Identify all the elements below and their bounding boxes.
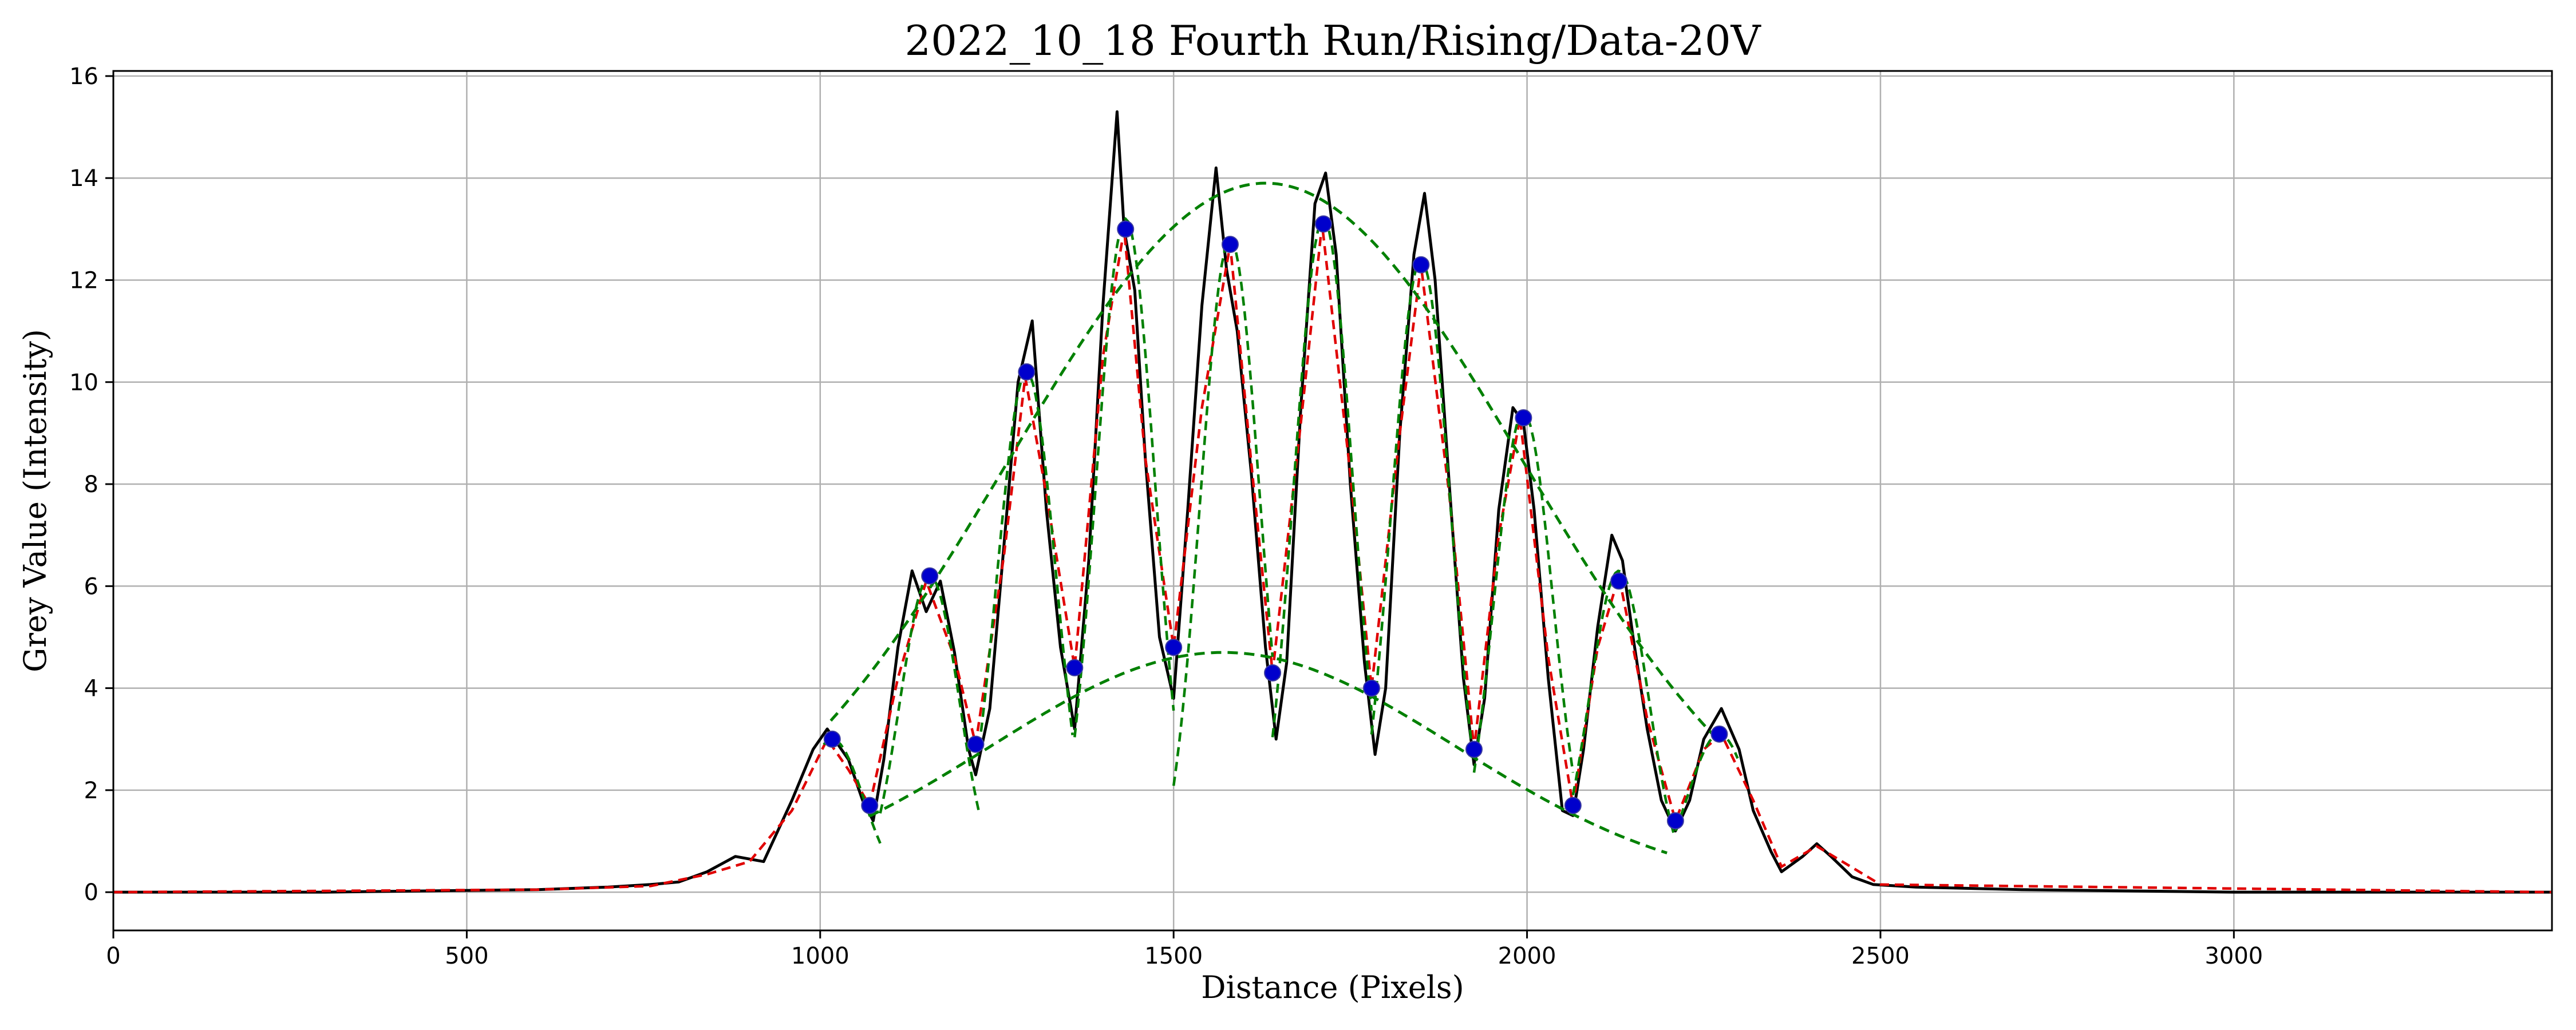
fringe-fit-curve (1073, 217, 1175, 738)
x-tick-label: 2000 (1498, 943, 1556, 969)
extremum-marker (1117, 220, 1135, 238)
x-tick-label: 1000 (791, 943, 850, 969)
fringe-fit-curve (1571, 569, 1676, 838)
extremum-marker (1515, 409, 1532, 427)
x-tick-label: 500 (445, 943, 488, 969)
x-axis-ticks: 0 500 1000 1500 2000 2500 3000 (106, 930, 2263, 969)
fringe-fit-curve (879, 575, 981, 814)
y-tick-label: 16 (69, 64, 98, 90)
raw-intensity-line (113, 110, 2552, 894)
y-tick-label: 6 (84, 573, 98, 600)
extremum-marker (1165, 639, 1183, 656)
extremum-marker (1221, 236, 1239, 253)
extremum-marker (1564, 797, 1582, 814)
plot-series (113, 110, 2552, 894)
chart-title: 2022_10_18 Fourth Run/Rising/Data-20V (904, 17, 1761, 65)
extremum-marker (1264, 664, 1282, 682)
extremum-marker (1018, 363, 1036, 381)
fringe-fit-curve (978, 370, 1074, 747)
extremum-marker (1362, 679, 1380, 697)
x-tick-label: 3000 (2204, 943, 2263, 969)
envelope-fit-curve (829, 181, 1714, 736)
x-tick-label: 0 (106, 943, 120, 969)
extremum-marker (1666, 812, 1684, 830)
extremum-marker (1610, 572, 1628, 590)
envelope-fit-curve (869, 651, 1668, 854)
extremum-marker (967, 735, 985, 753)
grid-lines (112, 71, 2552, 930)
extremum-marker (1314, 215, 1332, 233)
extremum-marker (823, 730, 841, 748)
fringe-fit-curve (1172, 237, 1274, 786)
x-tick-label: 1500 (1144, 943, 1203, 969)
x-tick-label: 2500 (1851, 943, 1910, 969)
y-tick-label: 8 (84, 472, 98, 498)
y-tick-label: 2 (84, 778, 98, 804)
extremum-marker (861, 797, 879, 814)
extremum-marker (1412, 256, 1430, 274)
plot-frame (112, 70, 2553, 932)
fringe-fit-curve (823, 738, 882, 844)
y-axis-ticks: 0 2 4 6 8 10 12 14 16 (69, 64, 113, 906)
extremum-marker (1066, 659, 1084, 676)
y-tick-label: 4 (84, 676, 98, 702)
smoothed-intensity-line (113, 224, 2552, 894)
extremum-marker (921, 567, 939, 585)
y-axis-title: Grey Value (Intensity) (17, 329, 53, 672)
y-tick-label: 0 (84, 880, 98, 906)
y-tick-label: 12 (69, 267, 98, 294)
y-tick-label: 10 (69, 370, 98, 396)
x-axis-title: Distance (Pixels) (1201, 969, 1464, 1005)
y-tick-label: 14 (69, 165, 98, 192)
fringe-fit-curve (1674, 732, 1739, 831)
extremum-marker (1710, 725, 1728, 743)
extremum-marker (1465, 740, 1483, 758)
